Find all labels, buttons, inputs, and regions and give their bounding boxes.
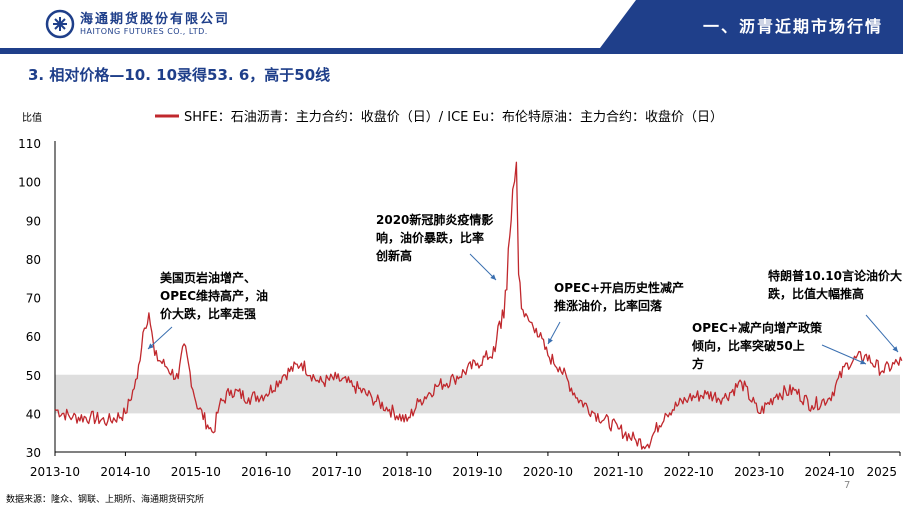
x-tick-label: 2021-10 (593, 465, 643, 479)
header-bar: 海通期货股份有限公司 HAITONG FUTURES CO., LTD. 一、沥… (0, 0, 903, 48)
annotation-arrowhead (892, 346, 898, 352)
y-tick-label: 110 (18, 137, 41, 151)
section-tab-notch (600, 0, 636, 48)
annotation-arrow (821, 344, 867, 365)
y-tick-label: 100 (18, 176, 41, 190)
company-name-cn: 海通期货股份有限公司 (80, 12, 231, 27)
x-tick-label: 2020-10 (523, 465, 573, 479)
annotation-arrowhead (860, 359, 866, 365)
series-line (54, 161, 903, 450)
reference-band-40-50 (55, 374, 900, 414)
company-name-en: HAITONG FUTURES CO., LTD. (80, 27, 208, 36)
x-tick-label: 2016-10 (241, 465, 291, 479)
annotation-arrowhead (490, 274, 496, 280)
x-tick-label: 2022-10 (664, 465, 714, 479)
header-divider (0, 48, 903, 54)
y-tick-label: 50 (26, 369, 41, 383)
annotation-arrowhead (148, 343, 154, 349)
x-tick-label: 2014-10 (100, 465, 150, 479)
company-logo-icon (45, 9, 75, 39)
section-tab: 一、沥青近期市场行情 (600, 0, 903, 48)
section-title: 一、沥青近期市场行情 (702, 17, 883, 36)
x-tick-label: 2019-10 (452, 465, 502, 479)
x-tick-label: 2018-10 (382, 465, 432, 479)
annotation-arrowhead (548, 338, 553, 344)
chart-annotation: OPEC+减产向增产政策倾向，比率突破50上方 (691, 320, 823, 371)
x-tick-label: 2017-10 (312, 465, 362, 479)
x-tick-label: 2013-10 (30, 465, 80, 479)
chart-annotation: OPEC+开启历史性减产推涨油价，比率回落 (554, 280, 684, 313)
annotation-arrow (147, 326, 173, 350)
annotation-arrow (469, 253, 497, 281)
x-tick-label: 2025 (866, 465, 897, 479)
y-tick-label: 60 (26, 330, 41, 344)
y-tick-label: 40 (26, 407, 41, 421)
y-tick-label: 90 (26, 214, 41, 228)
legend-label: SHFE：石油沥青：主力合约：收盘价（日）/ ICE Eu：布伦特原油：主力合约… (184, 109, 723, 125)
x-tick-label: 2015-10 (171, 465, 221, 479)
annotation-arrow (865, 314, 899, 353)
x-tick-label: 2024-10 (805, 465, 855, 479)
y-tick-label: 70 (26, 292, 41, 306)
chart-annotation: 特朗普10.10言论油价大跌，比值大幅推高 (768, 268, 902, 301)
chart-annotation: 2020新冠肺炎疫情影响，油价暴跌，比率创新高 (375, 212, 493, 263)
y-tick-label: 80 (26, 253, 41, 267)
y-tick-label: 30 (26, 446, 41, 460)
data-source: 数据来源：隆众、钢联、上期所、海通期货研究所 (6, 495, 205, 505)
chart-annotation: 美国页岩油增产、 OPEC维持高产，油价大跌，比率走强 (160, 270, 268, 321)
page-number: 7 (844, 480, 851, 491)
slide-title: 3. 相对价格—10. 10录得53. 6，高于50线 (28, 66, 331, 84)
y-axis-label: 比值 (22, 113, 42, 124)
x-tick-label: 2023-10 (734, 465, 784, 479)
